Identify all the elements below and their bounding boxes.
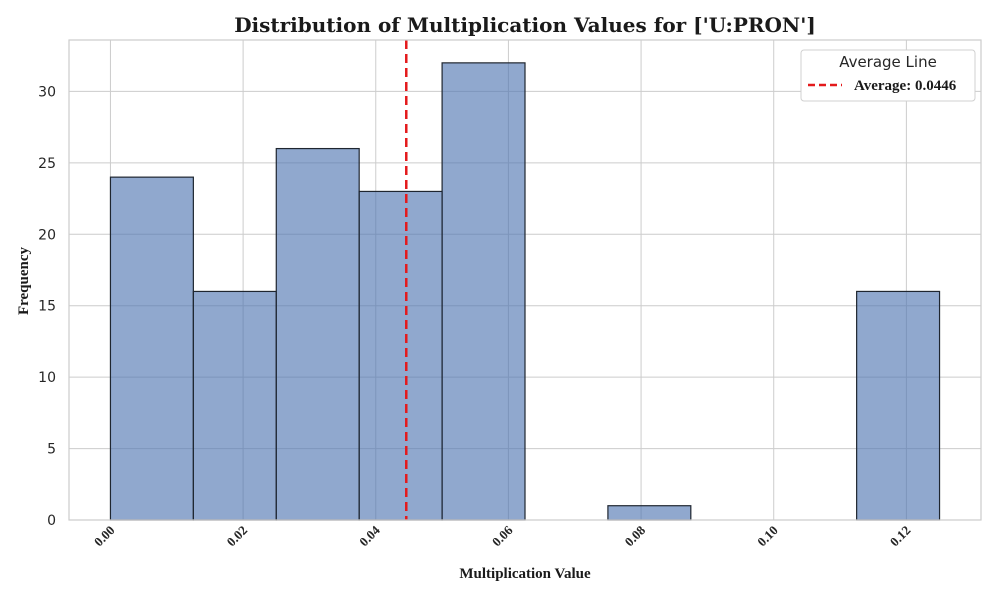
histogram-bar [275, 147, 360, 521]
y-axis-label: Frequency [16, 246, 32, 315]
x-tick-label: 0.12 [887, 523, 914, 550]
histogram-bars [109, 62, 941, 521]
y-ticks: 0 5 10 15 20 25 30 [38, 84, 56, 529]
y-tick-label: 25 [38, 156, 56, 172]
histogram-bar [109, 176, 194, 521]
histogram-bar [607, 505, 692, 521]
histogram-bar [441, 62, 526, 521]
legend: Average Line Average: 0.0446 [800, 49, 976, 102]
legend-box [800, 49, 976, 102]
legend-average-label: Average: 0.0446 [854, 78, 957, 94]
y-tick-label: 30 [38, 84, 56, 100]
x-tick-label: 0.00 [91, 523, 118, 550]
histogram-bar [358, 190, 443, 521]
x-tick-label: 0.02 [224, 523, 251, 550]
histogram-bar [192, 290, 277, 521]
x-tick-label: 0.04 [356, 522, 383, 549]
y-tick-label: 20 [38, 227, 56, 243]
y-tick-label: 5 [47, 442, 56, 458]
legend-title: Average Line [839, 53, 937, 71]
x-tick-label: 0.06 [489, 522, 516, 549]
x-ticks: 0.00 0.02 0.04 0.06 0.08 0.10 0.12 [91, 522, 914, 549]
x-tick-label: 0.10 [754, 523, 781, 550]
y-tick-label: 15 [38, 299, 56, 315]
y-tick-label: 10 [38, 370, 56, 386]
histogram-bar [856, 290, 941, 521]
plot-frame [68, 39, 982, 521]
chart-title: Distribution of Multiplication Values fo… [234, 13, 816, 37]
x-tick-label: 0.08 [622, 522, 649, 549]
x-axis-label: Multiplication Value [459, 566, 591, 582]
y-tick-label: 0 [47, 513, 56, 529]
